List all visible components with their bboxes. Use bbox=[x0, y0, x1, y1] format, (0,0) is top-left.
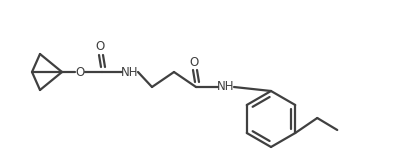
Text: O: O bbox=[95, 40, 104, 54]
Text: O: O bbox=[190, 56, 198, 69]
Text: O: O bbox=[75, 66, 85, 78]
Text: NH: NH bbox=[217, 81, 235, 93]
Text: NH: NH bbox=[121, 66, 139, 78]
